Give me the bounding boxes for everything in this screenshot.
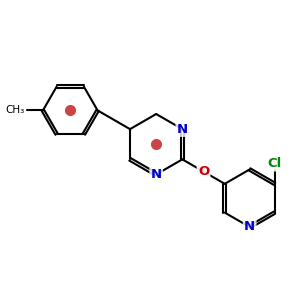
Text: N: N [244,220,255,233]
Text: N: N [177,123,188,136]
Text: N: N [151,168,162,181]
Text: O: O [198,165,209,178]
Text: Cl: Cl [268,157,282,170]
Text: CH₃: CH₃ [5,105,24,116]
